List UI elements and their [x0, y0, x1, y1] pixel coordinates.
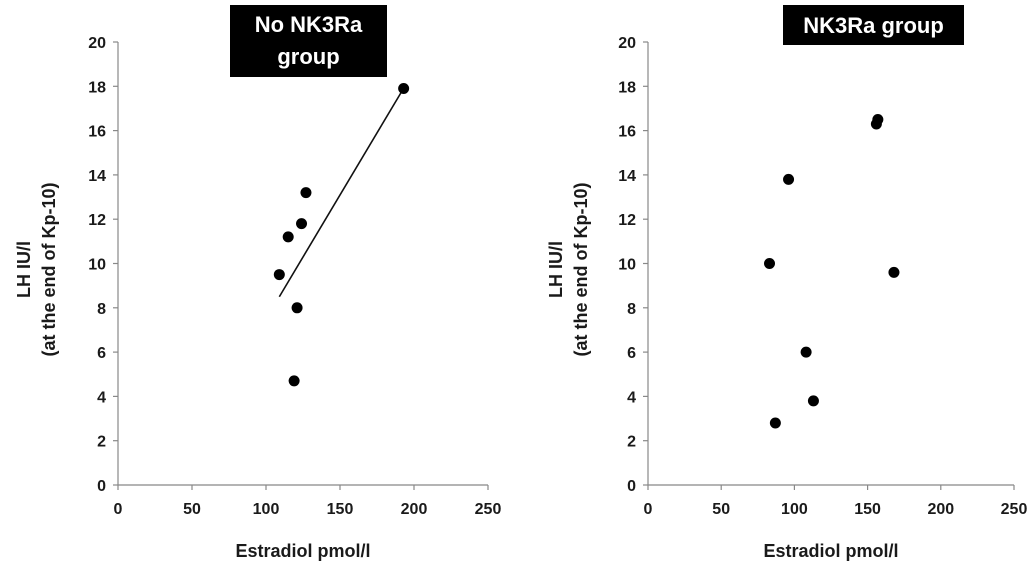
y-tick-label: 2 [97, 434, 106, 451]
x-tick-label: 0 [644, 501, 653, 518]
x-tick-label: 200 [927, 501, 954, 518]
data-point [807, 395, 819, 407]
y-tick-label: 12 [618, 212, 636, 229]
y-tick-label: 20 [618, 35, 636, 52]
x-axis-title: Estradiol pmol/l [763, 541, 898, 561]
y-tick-label: 0 [97, 478, 106, 495]
y-tick-label: 20 [88, 35, 106, 52]
x-tick-label: 50 [712, 501, 730, 518]
y-tick-label: 18 [88, 79, 106, 96]
x-tick-label: 150 [327, 501, 354, 518]
data-point [282, 231, 294, 243]
y-tick-label: 6 [97, 345, 106, 362]
data-point [872, 114, 884, 126]
data-point [764, 258, 776, 269]
data-point [800, 346, 812, 358]
chart-title-line: NK3Ra group [803, 13, 944, 38]
y-tick-label: 10 [618, 257, 636, 274]
chart-title-box [230, 5, 387, 77]
data-point [398, 83, 410, 95]
y-axis-title: LH IU/l [546, 241, 566, 298]
y-axis-subtitle: (at the end of Kp-10) [39, 182, 59, 356]
y-tick-label: 2 [627, 434, 636, 451]
data-point [291, 302, 303, 314]
x-tick-label: 50 [183, 501, 201, 518]
y-tick-label: 6 [627, 345, 636, 362]
y-axis-title: LH IU/l [14, 241, 34, 298]
y-tick-label: 10 [88, 257, 106, 274]
x-tick-label: 100 [253, 501, 280, 518]
y-axis-subtitle: (at the end of Kp-10) [571, 182, 591, 356]
data-point [769, 417, 781, 429]
y-tick-label: 0 [627, 478, 636, 495]
y-tick-label: 16 [618, 124, 636, 141]
x-tick-label: 100 [781, 501, 808, 518]
y-tick-label: 18 [618, 79, 636, 96]
y-tick-label: 12 [88, 212, 106, 229]
y-tick-label: 14 [88, 168, 106, 185]
data-point [783, 173, 795, 185]
y-tick-label: 16 [88, 124, 106, 141]
x-tick-label: 0 [114, 501, 123, 518]
chart-title-line: group [277, 44, 339, 69]
data-point [296, 218, 308, 230]
y-tick-label: 8 [97, 301, 106, 318]
x-tick-label: 150 [854, 501, 881, 518]
data-point [300, 187, 312, 199]
chart-title-line: No NK3Ra [255, 12, 363, 37]
data-point [273, 269, 285, 281]
x-tick-label: 250 [1001, 501, 1028, 518]
trendline [278, 90, 403, 298]
data-point [288, 375, 300, 387]
chart-title-box [783, 5, 964, 45]
y-tick-label: 8 [627, 301, 636, 318]
x-tick-label: 200 [401, 501, 428, 518]
x-tick-label: 250 [475, 501, 502, 518]
y-tick-label: 4 [97, 389, 106, 406]
y-tick-label: 14 [618, 168, 636, 185]
x-axis-title: Estradiol pmol/l [235, 541, 370, 561]
y-tick-label: 4 [627, 389, 636, 406]
data-point [888, 266, 900, 278]
